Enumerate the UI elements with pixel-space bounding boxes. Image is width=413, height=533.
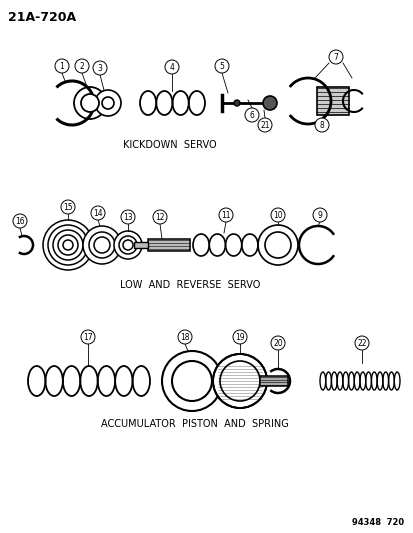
Circle shape (119, 236, 137, 254)
Text: 22: 22 (356, 338, 366, 348)
Circle shape (218, 208, 233, 222)
Circle shape (94, 237, 110, 253)
Circle shape (114, 231, 142, 259)
Text: 12: 12 (155, 213, 164, 222)
Circle shape (153, 210, 166, 224)
Circle shape (161, 351, 221, 411)
Circle shape (233, 100, 240, 106)
Text: 1: 1 (59, 61, 64, 70)
Circle shape (61, 200, 75, 214)
Circle shape (178, 330, 192, 344)
Text: 7: 7 (333, 52, 337, 61)
Text: 16: 16 (15, 216, 25, 225)
Circle shape (89, 232, 115, 258)
Circle shape (102, 97, 114, 109)
Text: KICKDOWN  SERVO: KICKDOWN SERVO (123, 140, 216, 150)
Bar (259, 376, 287, 386)
Circle shape (83, 226, 121, 264)
Circle shape (271, 208, 284, 222)
Text: 19: 19 (235, 333, 244, 342)
Text: 3: 3 (97, 63, 102, 72)
Circle shape (81, 330, 95, 344)
Bar (134, 242, 147, 248)
Circle shape (165, 60, 178, 74)
Text: 4: 4 (169, 62, 174, 71)
Circle shape (93, 61, 107, 75)
Circle shape (58, 235, 78, 255)
Circle shape (314, 118, 328, 132)
Text: 9: 9 (317, 211, 322, 220)
Circle shape (74, 87, 106, 119)
Text: 10: 10 (273, 211, 282, 220)
Text: 15: 15 (63, 203, 73, 212)
Text: 2: 2 (79, 61, 84, 70)
Circle shape (171, 361, 211, 401)
Bar (316, 87, 348, 115)
Circle shape (328, 50, 342, 64)
Circle shape (43, 220, 93, 270)
Bar (147, 239, 190, 251)
Text: 13: 13 (123, 213, 133, 222)
Text: 20: 20 (273, 338, 282, 348)
Circle shape (95, 90, 121, 116)
Circle shape (75, 59, 89, 73)
Circle shape (53, 230, 83, 260)
Circle shape (214, 59, 228, 73)
Circle shape (123, 240, 133, 250)
Circle shape (244, 108, 259, 122)
Circle shape (264, 232, 290, 258)
Circle shape (121, 210, 135, 224)
Circle shape (212, 354, 266, 408)
Circle shape (48, 225, 88, 265)
Text: 94348  720: 94348 720 (351, 518, 403, 527)
Text: LOW  AND  REVERSE  SERVO: LOW AND REVERSE SERVO (119, 280, 259, 290)
Text: 18: 18 (180, 333, 189, 342)
Circle shape (233, 330, 247, 344)
Text: 17: 17 (83, 333, 93, 342)
Text: 21: 21 (260, 120, 269, 130)
Text: 11: 11 (221, 211, 230, 220)
Text: 14: 14 (93, 208, 102, 217)
Circle shape (13, 214, 27, 228)
Text: 5: 5 (219, 61, 224, 70)
Circle shape (63, 240, 73, 250)
Circle shape (271, 336, 284, 350)
Circle shape (257, 225, 297, 265)
Circle shape (354, 336, 368, 350)
Text: 8: 8 (319, 120, 324, 130)
Circle shape (262, 96, 276, 110)
Circle shape (312, 208, 326, 222)
Circle shape (55, 59, 69, 73)
Text: 21A-720A: 21A-720A (8, 11, 76, 24)
Text: 6: 6 (249, 110, 254, 119)
Circle shape (91, 206, 105, 220)
Text: ACCUMULATOR  PISTON  AND  SPRING: ACCUMULATOR PISTON AND SPRING (101, 419, 288, 429)
Circle shape (81, 94, 99, 112)
Circle shape (257, 118, 271, 132)
